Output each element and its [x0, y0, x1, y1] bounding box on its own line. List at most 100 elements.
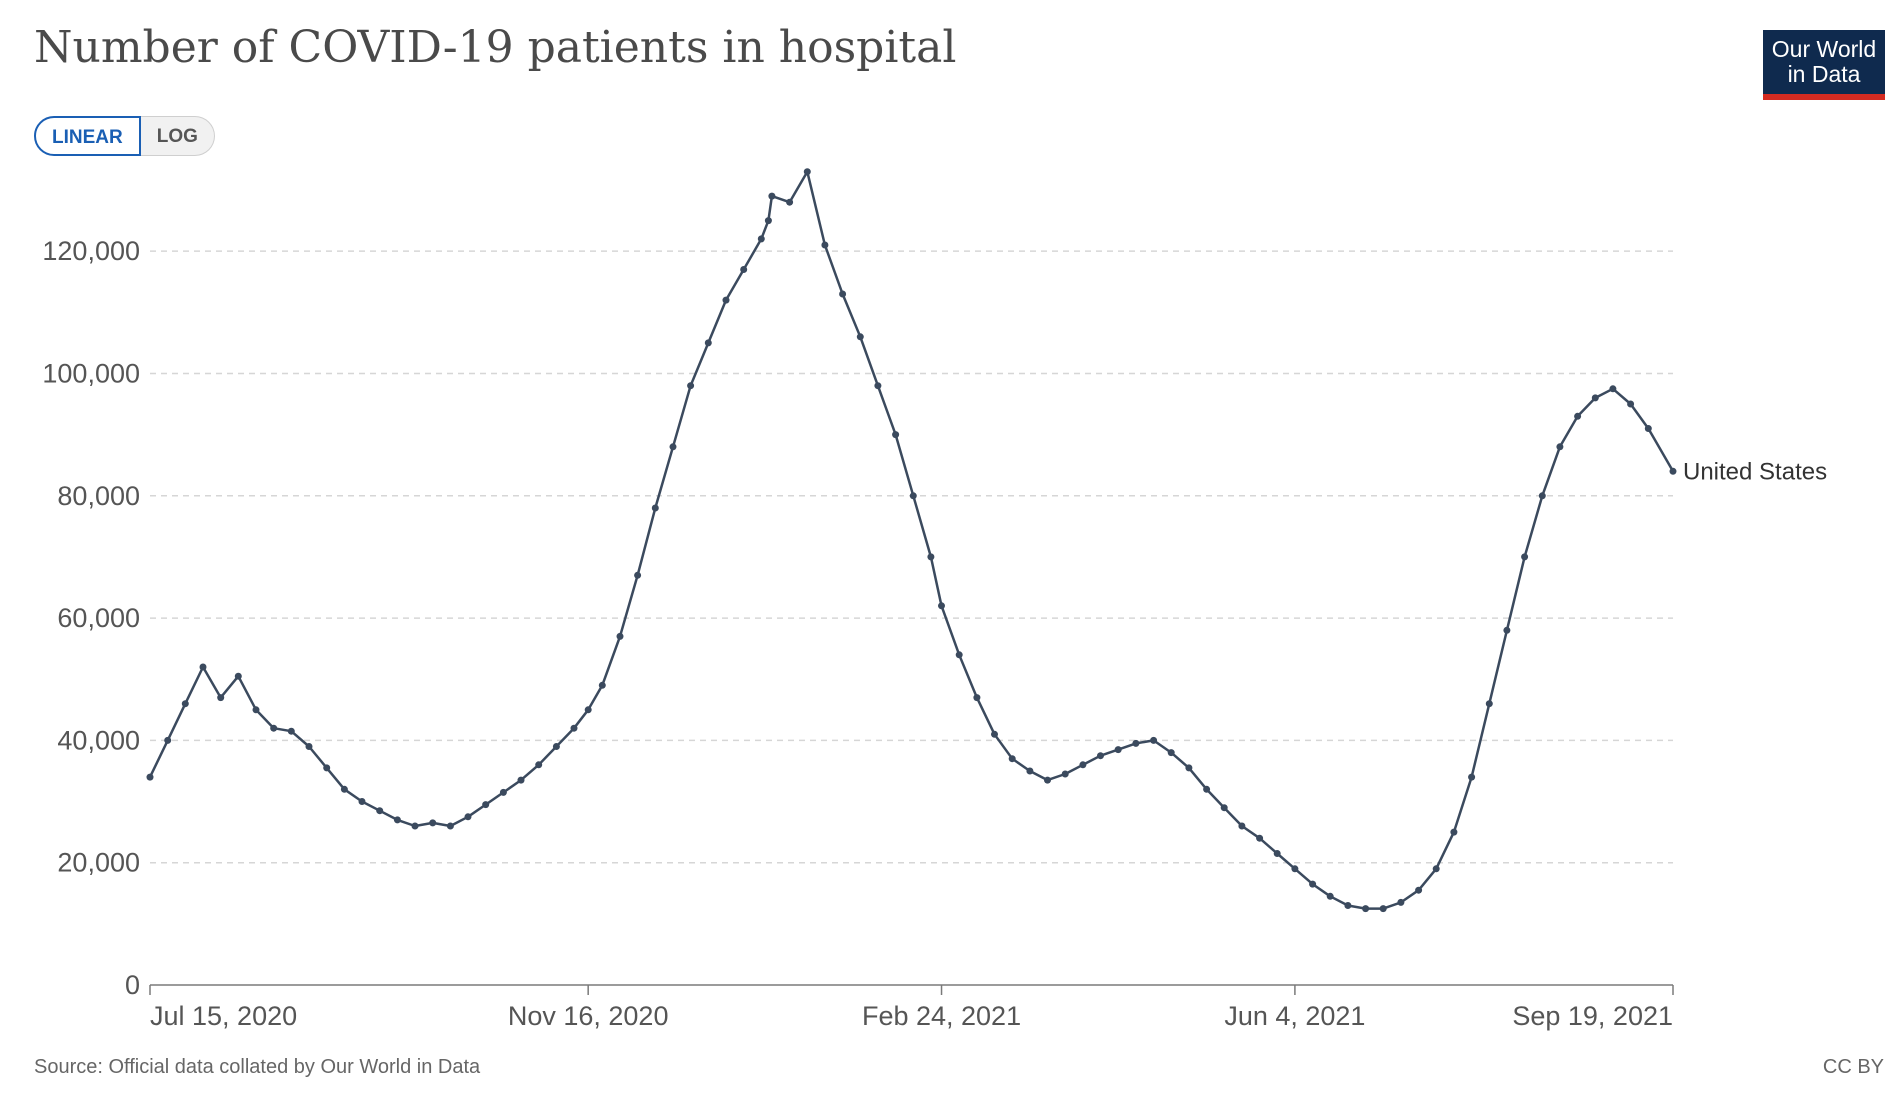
data-point [704, 339, 712, 347]
data-point [1432, 865, 1440, 873]
data-point [874, 382, 882, 390]
data-point [991, 730, 998, 738]
data-point [1291, 865, 1299, 873]
x-tick-label: Jul 15, 2020 [150, 1001, 297, 1031]
data-point [146, 773, 154, 781]
x-tick-label: Nov 16, 2020 [508, 1001, 669, 1031]
data-point [517, 776, 525, 784]
data-point [1167, 749, 1175, 757]
data-point [393, 816, 401, 824]
scale-toggle: LINEAR LOG [34, 116, 215, 156]
data-point [464, 813, 472, 821]
data-point [764, 217, 772, 225]
data-point [892, 431, 900, 439]
y-tick-label: 60,000 [57, 603, 140, 633]
x-tick-label: Sep 19, 2021 [1512, 1001, 1673, 1031]
data-point [181, 700, 189, 708]
data-point [634, 571, 642, 579]
data-point [1627, 400, 1635, 408]
data-point [955, 651, 963, 659]
data-point [1185, 764, 1193, 772]
data-point [1379, 905, 1387, 913]
data-point [803, 168, 811, 176]
data-point [376, 807, 384, 815]
data-point [1309, 880, 1317, 888]
data-point [1026, 767, 1034, 775]
data-point [1485, 700, 1493, 708]
data-point [616, 632, 624, 640]
data-point [1097, 752, 1104, 760]
data-point [1114, 746, 1122, 754]
y-tick-label: 0 [125, 970, 140, 1000]
chart-title: Number of COVID-19 patients in hospital [34, 22, 957, 73]
data-point [552, 743, 560, 750]
license-link[interactable]: CC BY [1822, 1056, 1884, 1078]
data-point [1362, 905, 1370, 913]
linear-scale-button[interactable]: LINEAR [34, 116, 141, 156]
x-tick-label: Jun 4, 2021 [1224, 1001, 1365, 1031]
data-point [1574, 412, 1582, 420]
data-point [1273, 850, 1281, 857]
logo-accent-bar [1763, 94, 1885, 100]
data-point [1220, 804, 1228, 812]
data-point [687, 382, 695, 390]
data-point [199, 663, 207, 671]
series-label: United States [1683, 458, 1827, 485]
data-point [1256, 834, 1264, 842]
data-point [1669, 467, 1677, 475]
y-tick-label: 80,000 [57, 481, 140, 511]
data-point [598, 681, 606, 689]
data-point [757, 235, 765, 243]
data-point [252, 706, 260, 714]
data-point [1609, 385, 1617, 393]
data-point [768, 192, 776, 200]
data-point [1415, 886, 1423, 894]
data-point [499, 788, 507, 796]
data-point [164, 736, 172, 744]
y-tick-label: 40,000 [57, 725, 140, 755]
data-point [1008, 755, 1016, 763]
data-point [305, 743, 313, 750]
data-point [1397, 898, 1405, 906]
data-point [1556, 443, 1564, 451]
data-point [669, 443, 677, 451]
data-point [429, 819, 437, 827]
y-tick-label: 120,000 [42, 236, 140, 266]
data-point [909, 492, 917, 500]
logo-line-2: in Data [1787, 61, 1861, 87]
data-point [1326, 892, 1334, 900]
data-point [1344, 902, 1352, 909]
data-point [323, 764, 331, 772]
data-point [1591, 394, 1599, 402]
x-tick-label: Feb 24, 2021 [862, 1001, 1021, 1031]
data-point [1538, 492, 1546, 500]
data-point [411, 822, 419, 830]
data-point [1503, 626, 1511, 634]
data-point [1450, 828, 1458, 836]
data-point [1061, 770, 1069, 778]
data-point [927, 553, 935, 561]
data-point [786, 198, 794, 206]
data-point [1132, 739, 1140, 747]
data-point [839, 290, 847, 298]
data-point [1521, 553, 1529, 561]
data-point [938, 602, 945, 610]
data-point [1203, 785, 1211, 793]
data-point [570, 724, 578, 732]
data-point [340, 785, 348, 793]
logo-line-1: Our World [1771, 36, 1877, 62]
data-point [287, 727, 295, 735]
data-point [973, 694, 981, 702]
data-point [1468, 773, 1476, 781]
data-point [234, 672, 242, 680]
data-point [1238, 822, 1246, 830]
data-point [358, 798, 366, 805]
owid-logo[interactable]: Our World in Data [1763, 30, 1885, 100]
data-point [446, 822, 454, 830]
data-point [651, 504, 659, 512]
data-point [1150, 736, 1158, 744]
line-chart: 0 20,000 40,000 60,000 80,000 100,000 120,000 J… [42, 168, 1827, 1031]
data-point [217, 694, 225, 702]
log-scale-button[interactable]: LOG [140, 116, 215, 156]
data-point [584, 706, 592, 714]
